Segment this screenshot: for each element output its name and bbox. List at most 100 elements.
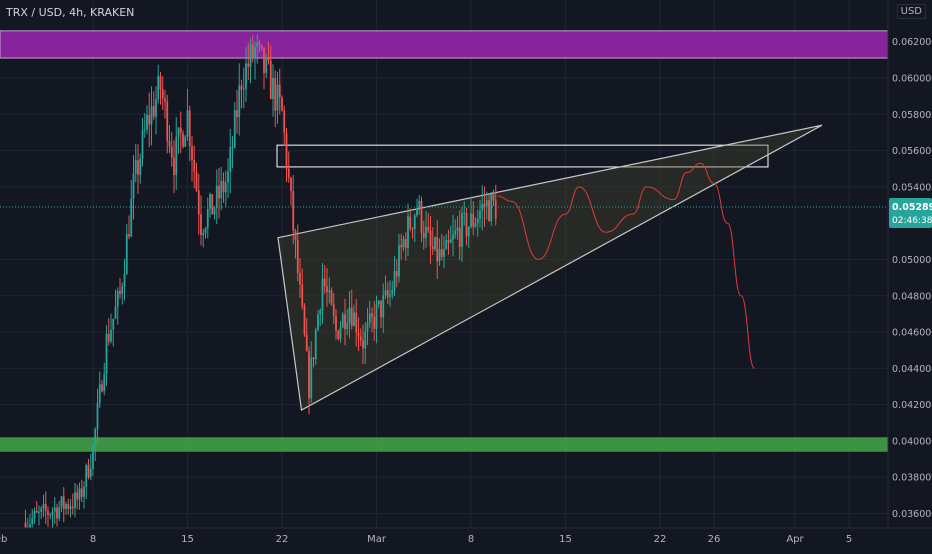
- candle-body: [463, 212, 466, 214]
- time-tick-label: 15: [559, 534, 572, 545]
- time-tick-label: Apr: [786, 534, 804, 545]
- candle-body: [296, 240, 299, 274]
- candle-body: [240, 85, 243, 90]
- wedge-triangle[interactable]: [277, 124, 823, 412]
- candle-body: [305, 334, 308, 351]
- candle-body: [278, 84, 281, 98]
- candle-body: [488, 200, 490, 222]
- candle-body: [38, 511, 40, 513]
- zones: [0, 30, 889, 452]
- candle-body: [188, 110, 191, 147]
- candle-body: [110, 329, 112, 342]
- target-box-zone[interactable]: [276, 144, 769, 168]
- candle-body: [254, 47, 256, 58]
- candle-body: [33, 510, 36, 519]
- candle-body: [40, 507, 43, 512]
- projection-curve[interactable]: [497, 162, 755, 369]
- price-badge[interactable]: [889, 197, 932, 228]
- candle-body: [161, 89, 164, 99]
- wedge-pattern[interactable]: [277, 124, 823, 412]
- currency-button[interactable]: USD: [896, 4, 926, 19]
- time-tick-label: 5: [846, 534, 852, 545]
- candle-body: [287, 168, 290, 178]
- candle-body: [391, 290, 394, 295]
- candle-body: [141, 130, 144, 159]
- candle-body: [245, 63, 247, 90]
- candle-body: [346, 323, 349, 330]
- candle-body: [168, 141, 171, 147]
- candle-body: [411, 228, 414, 230]
- resistance-zone[interactable]: [0, 30, 889, 59]
- candle-body: [330, 290, 333, 305]
- candle-body: [375, 304, 378, 329]
- candle-body: [105, 333, 108, 374]
- projection-path[interactable]: [497, 162, 755, 369]
- candle-body: [402, 238, 405, 248]
- candle-body: [191, 146, 193, 160]
- candle-body: [29, 524, 31, 529]
- candle-body: [258, 42, 261, 45]
- candle-body: [380, 300, 382, 318]
- time-axis[interactable]: Feb 8 15 22 Mar 8 15 22 26 Apr 5: [0, 527, 932, 550]
- candles: [24, 34, 497, 542]
- candle-body: [211, 194, 214, 215]
- candle-body: [398, 245, 400, 277]
- candle-body: [231, 146, 234, 148]
- candle-body: [220, 180, 223, 199]
- candle-body: [290, 177, 292, 191]
- candle-body: [418, 200, 421, 209]
- candle-body: [467, 226, 470, 237]
- candle-body: [404, 238, 407, 249]
- candle-body: [74, 492, 76, 509]
- candle-body: [310, 357, 313, 399]
- support-zone[interactable]: [0, 437, 888, 452]
- candle-body: [283, 110, 286, 133]
- candle-body: [443, 249, 445, 257]
- candle-body: [294, 230, 297, 241]
- candle-body: [292, 190, 295, 231]
- candle-body: [49, 514, 52, 516]
- time-tick-label: 8: [90, 534, 96, 545]
- candle-body: [130, 198, 133, 237]
- candle-body: [179, 127, 182, 134]
- candle-body: [357, 332, 360, 337]
- candle-body: [312, 357, 315, 360]
- candle-body: [267, 57, 270, 61]
- candle-body: [83, 486, 85, 497]
- candle-body: [65, 504, 67, 510]
- candle-body: [224, 182, 227, 193]
- candle-body: [413, 215, 416, 229]
- candle-body: [454, 230, 457, 235]
- candle-body: [368, 313, 371, 323]
- candle-body: [274, 78, 277, 111]
- candle-body: [173, 157, 175, 176]
- candle-body: [301, 284, 304, 306]
- candle-body: [341, 314, 344, 328]
- candle-body: [434, 237, 436, 250]
- candle-body: [215, 185, 218, 209]
- candle-body: [272, 78, 274, 100]
- candle-body: [242, 89, 245, 91]
- candle-body: [119, 290, 121, 294]
- candle-body: [350, 307, 353, 326]
- candle-body: [461, 213, 463, 247]
- candle-body: [155, 99, 157, 117]
- candle-body: [31, 518, 34, 525]
- candle-body: [152, 106, 155, 117]
- candle-body: [440, 249, 443, 257]
- candle-body: [213, 208, 216, 215]
- candle-body: [42, 504, 45, 508]
- candle-body: [85, 465, 88, 487]
- candle-body: [314, 330, 317, 360]
- candle-body: [227, 171, 229, 183]
- candle-body: [416, 208, 418, 216]
